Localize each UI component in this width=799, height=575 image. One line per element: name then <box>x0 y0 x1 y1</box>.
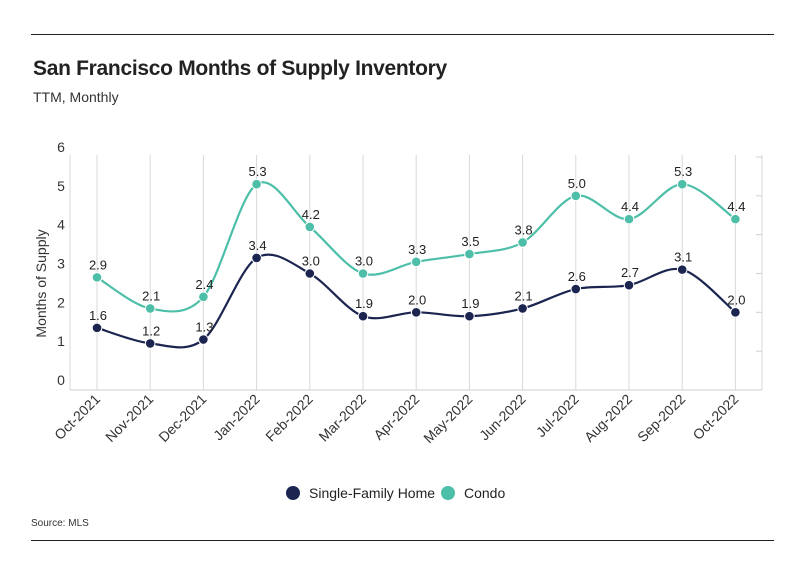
chart-title: San Francisco Months of Supply Inventory <box>33 57 447 80</box>
source-note: Source: MLS <box>31 518 89 529</box>
data-label-condo: 4.4 <box>621 199 639 214</box>
data-label-condo: 3.8 <box>515 222 533 237</box>
data-point-condo <box>464 248 475 260</box>
x-tick-label: Apr-2022 <box>370 391 422 443</box>
data-point-single-family-home <box>517 303 528 314</box>
legend-label-single-family-home: Single-Family Home <box>309 485 435 501</box>
data-point-single-family-home <box>198 334 209 345</box>
data-point-single-family-home <box>570 283 582 295</box>
data-point-single-family-home <box>144 338 156 349</box>
series-single-family-home: 1.6 1.2 1.3 3.4 3.0 1.9 2.0 1.9 2.1 2.6 2.7 3.1 2.0 <box>89 238 745 349</box>
data-label-condo: 3.0 <box>355 254 373 269</box>
data-point-condo <box>304 221 316 233</box>
data-label-condo: 5.3 <box>674 164 692 179</box>
bottom-rule <box>31 540 774 541</box>
data-point-condo <box>144 303 156 314</box>
data-point-single-family-home <box>623 279 635 291</box>
data-label-single-family-home: 1.2 <box>142 323 160 338</box>
data-point-condo <box>357 268 369 279</box>
data-label-condo: 5.3 <box>249 164 267 179</box>
data-point-single-family-home <box>304 268 316 279</box>
data-point-condo <box>251 178 262 190</box>
data-label-single-family-home: 1.3 <box>195 320 213 335</box>
data-point-condo <box>623 213 635 225</box>
y-tick-label: 3 <box>57 256 65 272</box>
data-point-condo <box>730 213 741 225</box>
legend: Single-Family Home Condo <box>286 485 505 501</box>
legend-marker-single-family-home <box>286 486 300 500</box>
data-label-single-family-home: 2.0 <box>408 292 426 307</box>
y-tick-label: 1 <box>57 333 65 349</box>
x-tick-label: Jul-2022 <box>533 391 582 440</box>
y-tick-label: 2 <box>57 294 65 310</box>
data-label-condo: 2.1 <box>142 288 160 303</box>
data-label-single-family-home: 3.4 <box>249 238 267 253</box>
data-point-condo <box>91 272 103 283</box>
data-point-condo <box>198 291 209 303</box>
data-point-single-family-home <box>730 307 741 318</box>
x-tick-label: Sep-2022 <box>634 391 688 445</box>
data-label-condo: 4.4 <box>727 199 745 214</box>
data-point-condo <box>410 256 422 268</box>
data-label-condo: 3.5 <box>461 234 479 249</box>
legend-marker-condo <box>441 486 455 500</box>
data-point-single-family-home <box>251 252 262 264</box>
x-tick-label: Mar-2022 <box>315 391 369 445</box>
data-label-condo: 3.3 <box>408 242 426 257</box>
x-tick-label: Dec-2021 <box>155 391 209 445</box>
x-tick-label: Oct-2021 <box>51 391 103 443</box>
data-label-condo: 5.0 <box>568 176 586 191</box>
data-label-single-family-home: 1.9 <box>461 296 479 311</box>
data-point-condo <box>570 190 582 202</box>
data-point-single-family-home <box>357 310 369 322</box>
data-label-condo: 4.2 <box>302 207 320 222</box>
data-label-single-family-home: 3.1 <box>674 250 692 265</box>
data-label-single-family-home: 2.7 <box>621 265 639 280</box>
data-label-condo: 2.4 <box>195 277 213 292</box>
x-tick-label: Nov-2021 <box>102 391 156 445</box>
top-rule <box>31 34 774 35</box>
data-label-single-family-home: 1.9 <box>355 296 373 311</box>
y-tick-label: 0 <box>57 372 65 388</box>
data-point-condo <box>676 178 688 190</box>
data-label-single-family-home: 2.6 <box>568 269 586 284</box>
data-point-condo <box>517 237 528 248</box>
x-tick-label: Aug-2022 <box>581 391 635 445</box>
data-label-single-family-home: 1.6 <box>89 308 107 323</box>
data-label-single-family-home: 2.1 <box>515 288 533 303</box>
legend-label-condo: Condo <box>464 485 505 501</box>
data-point-single-family-home <box>410 307 422 318</box>
chart-subtitle: TTM, Monthly <box>33 89 119 105</box>
x-tick-label: Oct-2022 <box>689 391 741 443</box>
x-tick-label: Feb-2022 <box>262 391 316 445</box>
y-axis-label: Months of Supply <box>33 229 49 337</box>
x-tick-label: Jun-2022 <box>476 391 529 444</box>
x-tick-label: Jan-2022 <box>210 391 263 444</box>
data-point-single-family-home <box>676 264 688 275</box>
data-point-single-family-home <box>91 322 103 334</box>
y-tick-label: 4 <box>57 217 65 233</box>
data-point-single-family-home <box>464 310 475 322</box>
data-label-single-family-home: 3.0 <box>302 254 320 269</box>
y-tick-label: 6 <box>57 139 65 155</box>
series-condo: 2.9 2.1 2.4 5.3 4.2 3.0 3.3 3.5 3.8 5.0 4.4 5.3 4.4 <box>89 164 745 314</box>
y-tick-label: 5 <box>57 178 65 194</box>
data-label-condo: 2.9 <box>89 257 107 272</box>
x-tick-label: May-2022 <box>420 391 475 446</box>
data-label-single-family-home: 2.0 <box>727 292 745 307</box>
